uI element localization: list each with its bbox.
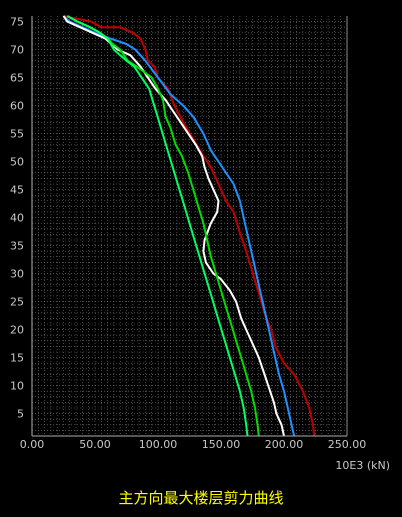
y-tick-label: 45 xyxy=(10,184,24,197)
series-line-1 xyxy=(63,15,316,437)
series-group xyxy=(62,15,316,437)
x-tick-label: 250.00 xyxy=(328,438,367,451)
x-tick-label: 100.00 xyxy=(139,438,178,451)
x-tick-label: 200.00 xyxy=(265,438,304,451)
x-tick-labels: 0.00 50.00 100.00 150.00 200.00 250.00 xyxy=(20,438,367,451)
series-line-4 xyxy=(66,15,260,437)
y-tick-labels: 5 10 15 20 25 30 35 40 45 50 55 60 65 70 75 xyxy=(10,16,24,421)
y-tick-label: 25 xyxy=(10,296,24,309)
x-tick-label: 150.00 xyxy=(202,438,241,451)
chart-title: 主方向最大楼层剪力曲线 xyxy=(118,489,283,507)
y-tick-label: 75 xyxy=(10,16,24,29)
y-tick-label: 10 xyxy=(10,380,24,393)
y-tick-label: 55 xyxy=(10,128,24,141)
axes xyxy=(31,16,348,437)
y-tick-label: 70 xyxy=(10,44,24,57)
y-tick-label: 40 xyxy=(10,212,24,225)
y-tick-label: 50 xyxy=(10,156,24,169)
series-line-5 xyxy=(66,15,249,437)
series-line-3 xyxy=(62,15,285,437)
y-tick-label: 35 xyxy=(10,240,24,253)
unit-label: 10E3 (kN) xyxy=(335,459,390,472)
y-tick-label: 60 xyxy=(10,100,24,113)
x-tick-label: 0.00 xyxy=(20,438,45,451)
y-tick-label: 20 xyxy=(10,324,24,337)
grid xyxy=(32,16,347,436)
x-tick-label: 50.00 xyxy=(79,438,111,451)
y-tick-label: 30 xyxy=(10,268,24,281)
series-line-2 xyxy=(62,15,296,437)
y-tick-label: 65 xyxy=(10,72,24,85)
y-tick-label: 5 xyxy=(17,408,24,421)
y-tick-label: 15 xyxy=(10,352,24,365)
